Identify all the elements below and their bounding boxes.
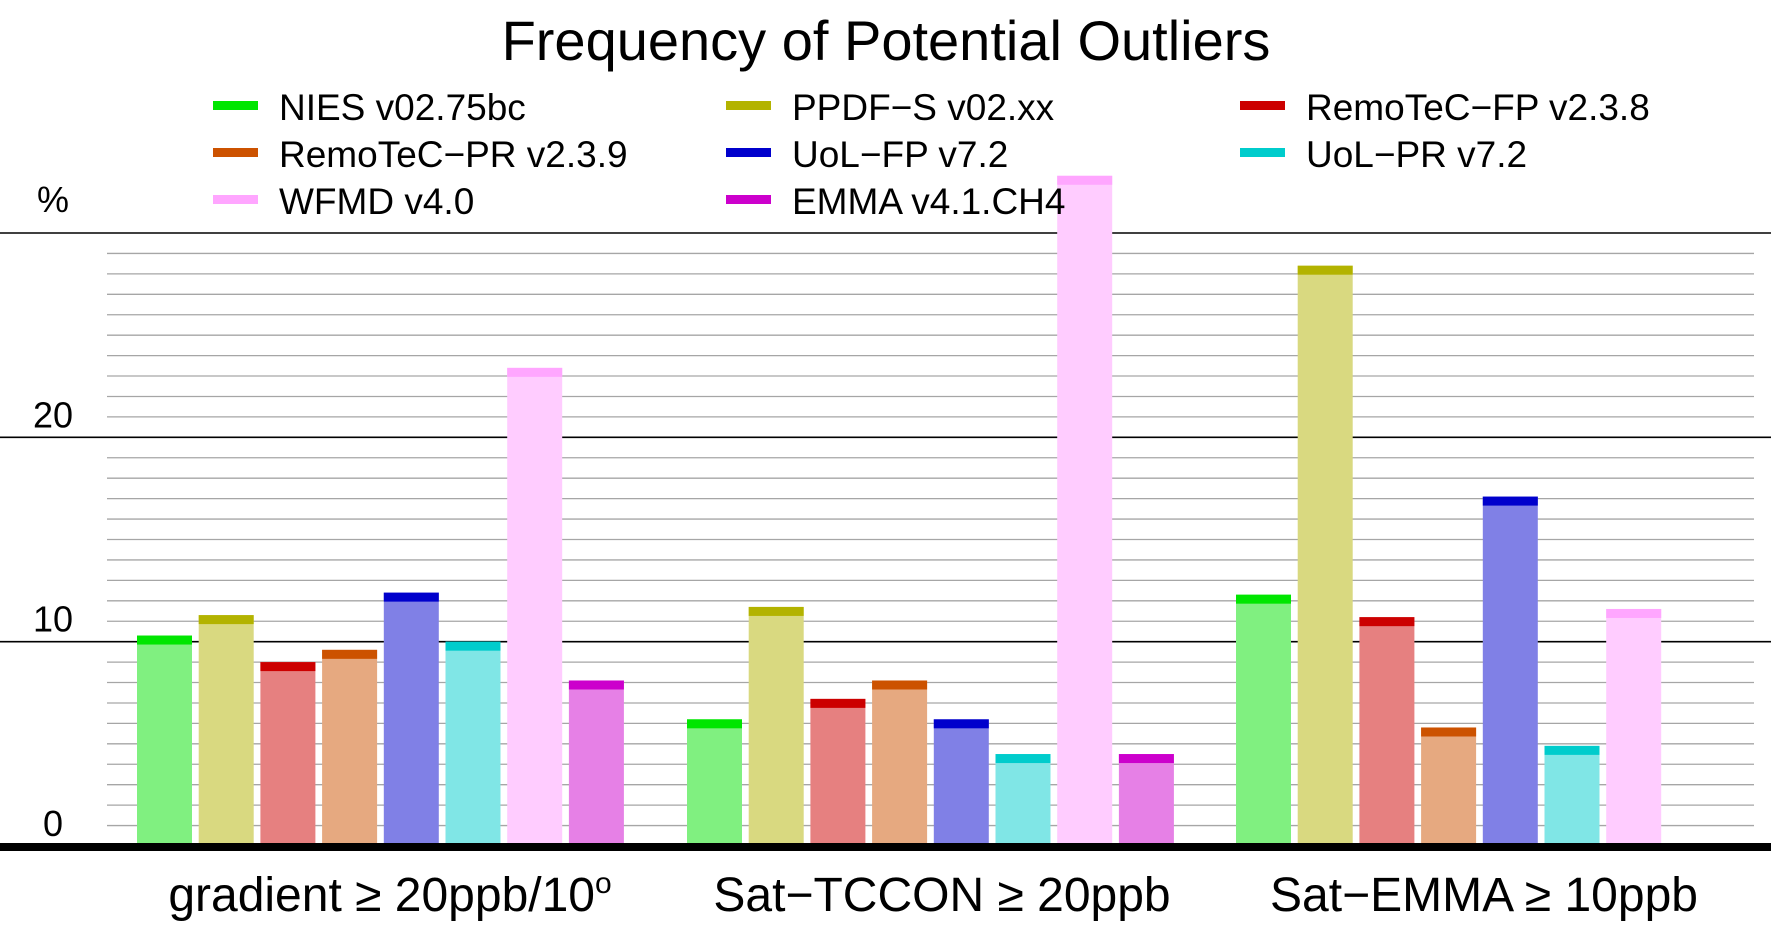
bar (137, 635, 192, 846)
bar-cap (1421, 727, 1477, 737)
bar-cap (445, 641, 501, 651)
bar-cap (137, 635, 192, 645)
bar-cap (687, 719, 742, 729)
legend-label: NIES v02.75bc (279, 87, 526, 128)
y-axis-label: % (37, 179, 69, 220)
bar (1057, 175, 1113, 846)
bar (507, 367, 563, 846)
grid (0, 232, 1771, 827)
legend-swatch (1240, 148, 1285, 157)
bar (198, 615, 254, 846)
legend-swatch (213, 195, 258, 204)
bar (933, 719, 989, 846)
bar (810, 698, 866, 846)
bar-cap (872, 680, 928, 690)
bar (1606, 608, 1662, 846)
bar (995, 754, 1051, 846)
bar (568, 680, 624, 846)
bar-cap (568, 680, 624, 690)
bar (1297, 265, 1353, 846)
x-axis-line (0, 843, 1771, 851)
bar-cap (933, 719, 989, 729)
y-tick-label: 10 (33, 599, 73, 640)
bar (1544, 745, 1600, 846)
bar-cap (383, 592, 439, 602)
bar-cap (1057, 175, 1113, 185)
legend-label: RemoTeC−FP v2.3.8 (1306, 87, 1650, 128)
x-category-label: Sat−EMMA ≥ 10ppb (1270, 869, 1698, 922)
legend-swatch (213, 148, 258, 157)
y-tick-label: 20 (33, 394, 73, 435)
legend-label: RemoTeC−PR v2.3.9 (279, 134, 628, 175)
legend-label: UoL−PR v7.2 (1306, 134, 1527, 175)
bar-cap (260, 662, 316, 672)
bar (1482, 496, 1538, 846)
bar (445, 641, 501, 846)
bar (383, 592, 439, 846)
bar (748, 606, 804, 846)
bar (1359, 617, 1415, 846)
legend: NIES v02.75bc PPDF−S v02.xx RemoTeC−FP v2.… (213, 87, 1650, 222)
bar (322, 649, 378, 846)
legend-swatch (1240, 101, 1285, 110)
legend-label: PPDF−S v02.xx (792, 87, 1055, 128)
legend-label: WFMD v4.0 (279, 181, 474, 222)
bar-cap (1297, 265, 1353, 275)
bar-cap (1236, 594, 1291, 604)
bar-cap (1482, 496, 1538, 506)
x-category-label: gradient ≥ 20ppb/10o (168, 867, 611, 922)
y-tick-labels: 0 10 20 (33, 394, 73, 844)
bar (872, 680, 928, 846)
legend-label: EMMA v4.1.CH4 (792, 181, 1065, 222)
bar (260, 662, 316, 846)
bar-cap (1118, 754, 1174, 764)
legend-swatch (726, 101, 771, 110)
legend-swatch (726, 195, 771, 204)
bars (0, 175, 1771, 851)
bar-cap (1606, 608, 1662, 618)
bar-cap (198, 615, 254, 625)
bar-cap (1544, 745, 1600, 755)
x-category-label: Sat−TCCON ≥ 20ppb (713, 869, 1170, 922)
bar-cap (748, 606, 804, 616)
bar (1118, 754, 1174, 846)
bar-cap (1359, 617, 1415, 627)
x-tick-labels: gradient ≥ 20ppb/10o Sat−TCCON ≥ 20ppb Sat… (168, 867, 1698, 922)
bar (1236, 594, 1291, 846)
bar-cap (810, 698, 866, 708)
bar-cap (322, 649, 378, 659)
bar-cap (507, 367, 563, 377)
y-tick-label: 0 (43, 803, 63, 844)
legend-swatch (726, 148, 771, 157)
legend-label: UoL−FP v7.2 (792, 134, 1008, 175)
bar-cap (995, 754, 1051, 764)
bar (687, 719, 742, 846)
chart-title: Frequency of Potential Outliers (502, 9, 1271, 72)
bar (1421, 727, 1477, 846)
legend-swatch (213, 101, 258, 110)
